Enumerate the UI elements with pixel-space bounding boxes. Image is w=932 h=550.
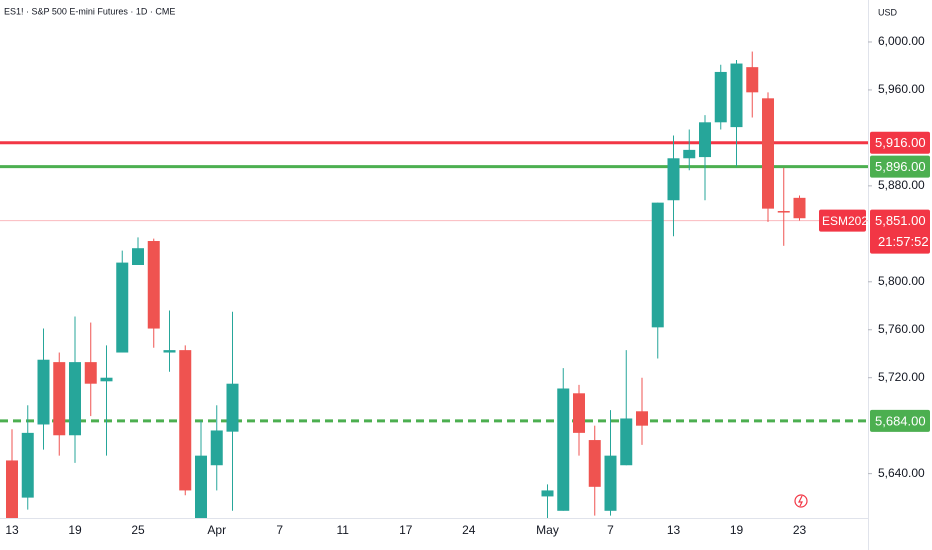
- x-tick-label: 23: [793, 523, 807, 537]
- candle-body: [116, 262, 129, 353]
- x-tick-label: 24: [462, 523, 476, 537]
- candle-body: [714, 71, 727, 123]
- price-level-label: 5,684.00: [875, 413, 926, 428]
- candle-body: [730, 63, 743, 128]
- candle-body: [651, 202, 664, 328]
- y-tick-label: 5,960.00: [878, 82, 925, 96]
- candle-body: [557, 388, 570, 511]
- candle-body: [100, 377, 113, 382]
- last-price-tag: [870, 209, 930, 254]
- candle-body: [21, 432, 34, 498]
- candle-body: [53, 362, 66, 436]
- x-tick-label: 19: [730, 523, 744, 537]
- price-level-label: 5,896.00: [875, 159, 926, 174]
- candle-body: [37, 359, 50, 425]
- price-level-tag: [870, 155, 930, 178]
- countdown-label: 21:57:52: [878, 234, 929, 249]
- candle-body: [746, 67, 759, 93]
- x-tick-label: 13: [667, 523, 681, 537]
- candle-body: [604, 455, 617, 511]
- currency: USD: [878, 7, 898, 17]
- candle-body: [195, 455, 207, 518]
- candle-body: [84, 362, 97, 384]
- candle-body: [6, 460, 18, 518]
- candle-body: [667, 158, 680, 201]
- candle-body: [636, 411, 648, 426]
- candle-body: [226, 383, 239, 432]
- candle-body: [147, 241, 160, 329]
- candle-body: [793, 197, 806, 219]
- symbol-label: ESM2025: [822, 214, 875, 228]
- candle-body: [699, 122, 711, 158]
- last-price-label: 5,851.00: [875, 213, 926, 228]
- candle-body: [541, 490, 554, 497]
- x-tick-label: 7: [607, 523, 614, 537]
- x-tick-label: 17: [399, 523, 413, 537]
- price-level-tag: [870, 409, 930, 432]
- candle-body: [762, 98, 774, 209]
- candle-body: [777, 211, 790, 213]
- x-tick-label: 7: [276, 523, 283, 537]
- alert-icon[interactable]: [794, 494, 808, 508]
- price-level-label: 5,916.00: [875, 135, 926, 150]
- y-tick-label: 5,800.00: [878, 274, 925, 288]
- y-tick-label: 6,000.00: [878, 34, 925, 48]
- y-tick-label: 5,880.00: [878, 178, 925, 192]
- candle-body: [573, 393, 585, 433]
- candle-body: [163, 350, 176, 353]
- candle-body: [132, 248, 144, 265]
- x-tick-label: 13: [5, 523, 19, 537]
- symbol-tag: [819, 209, 866, 232]
- x-tick-label: May: [536, 523, 559, 537]
- candle-body: [588, 440, 601, 487]
- plot-area: [0, 51, 868, 518]
- chart-title: ES1! · S&P 500 E-mini Futures · 1D · CME: [4, 6, 175, 16]
- y-tick-label: 5,720.00: [878, 370, 925, 384]
- candle-body: [69, 362, 81, 436]
- candle-body: [620, 418, 633, 466]
- candle-body: [683, 149, 696, 159]
- price-level-tag: [870, 131, 930, 154]
- x-tick-label: 11: [337, 523, 350, 537]
- x-tick-label: 19: [68, 523, 82, 537]
- y-tick-label: 5,640.00: [878, 466, 925, 480]
- x-tick-label: Apr: [207, 523, 226, 537]
- candle-body: [179, 350, 192, 491]
- candle-body: [210, 430, 223, 466]
- x-tick-label: 25: [131, 523, 145, 537]
- y-tick-label: 5,760.00: [878, 322, 925, 336]
